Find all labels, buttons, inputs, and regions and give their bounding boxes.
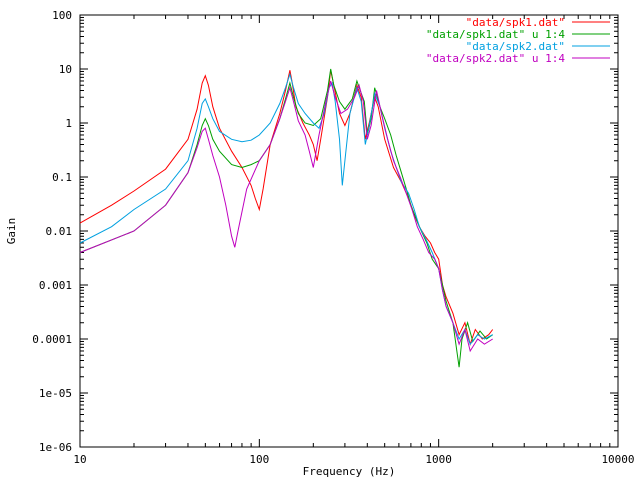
y-tick-label: 0.001 [39,279,72,292]
series-line [79,70,494,346]
series-line [79,72,493,346]
x-tick-label: 10000 [601,453,634,466]
y-tick-label: 0.0001 [32,333,72,346]
y-tick-label: 0.01 [46,225,73,238]
legend-label: "data/spk2.dat" u 1:4 [426,52,565,65]
legend-label: "data/spk1.dat" [466,16,565,29]
y-tick-label: 1e-06 [39,441,72,454]
legend-label: "data/spk1.dat" u 1:4 [426,28,565,41]
series-line [79,68,493,368]
y-tick-label: 1 [65,117,72,130]
legend: "data/spk1.dat""data/spk1.dat" u 1:4"dat… [426,16,610,65]
series-line [79,80,493,353]
y-tick-label: 0.1 [52,171,72,184]
x-tick-label: 1000 [425,453,452,466]
x-axis-label: Frequency (Hz) [303,465,396,478]
y-axis-label: Gain [5,218,18,245]
y-tick-label: 100 [52,9,72,22]
y-tick-label: 10 [59,63,72,76]
legend-label: "data/spk2.dat" [466,40,565,53]
y-tick-label: 1e-05 [39,387,72,400]
x-tick-label: 10 [73,453,86,466]
x-tick-label: 100 [249,453,269,466]
series-lines [79,68,494,368]
plot-frame [79,14,619,448]
